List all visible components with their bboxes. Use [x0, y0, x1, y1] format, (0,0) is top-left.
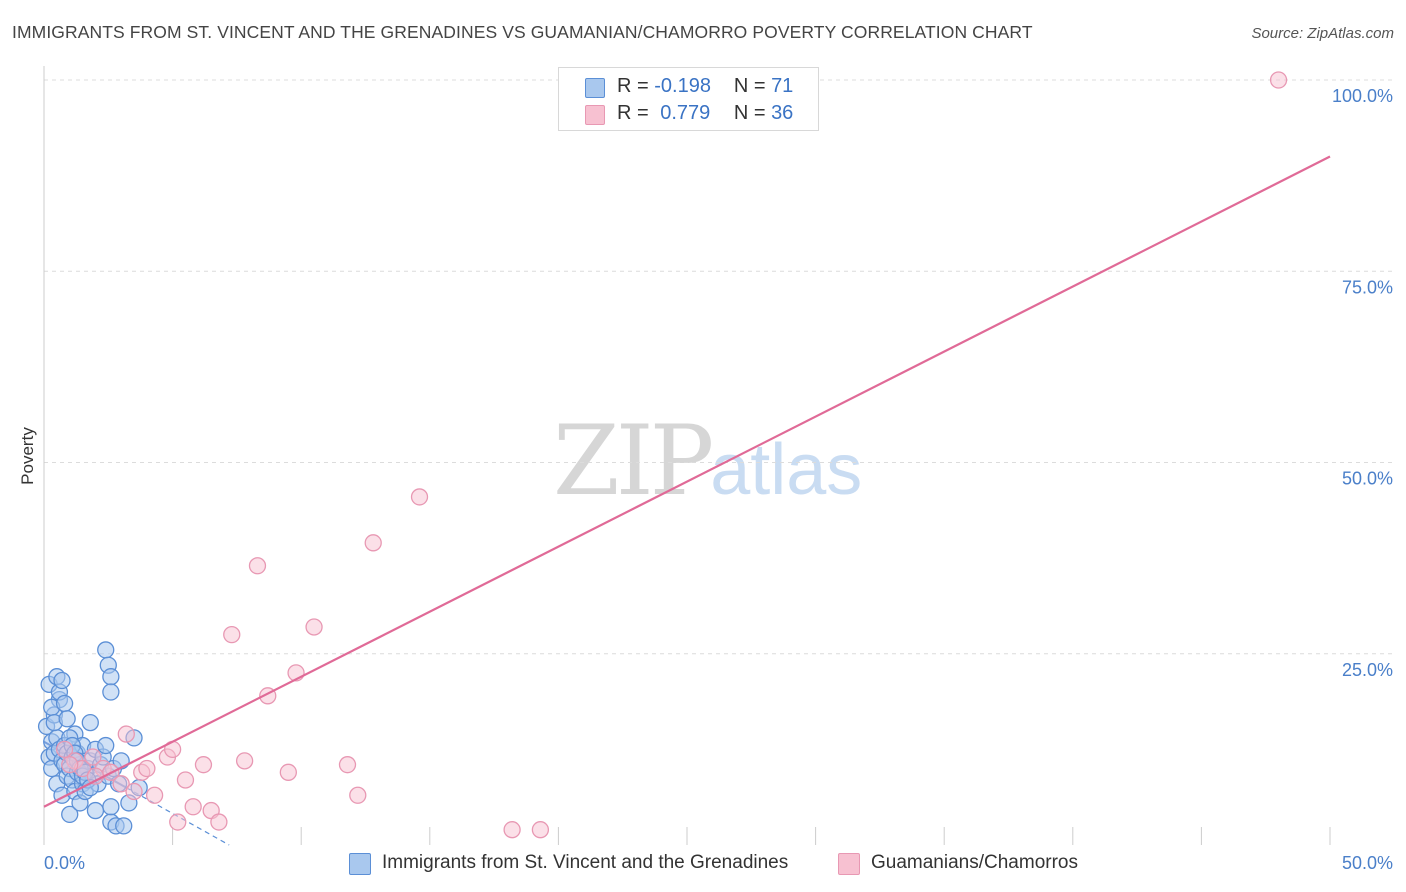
bottom-legend-swatch-pink	[838, 853, 860, 875]
legend-n-value-blue: 71	[771, 75, 794, 97]
data-point-pink	[305, 618, 323, 636]
legend-n-value-pink: 36	[771, 102, 794, 124]
data-point-pink	[349, 786, 367, 804]
legend-n-label: N =	[733, 102, 766, 124]
data-point-blue	[53, 671, 71, 690]
watermark-atlas: atlas	[710, 430, 863, 510]
data-point-pink	[194, 756, 213, 774]
gridlines	[44, 79, 1395, 655]
data-point-blue	[97, 641, 115, 659]
data-point-pink	[169, 813, 187, 831]
source-credit: Source: ZipAtlas.com	[1251, 25, 1394, 42]
legend-swatch-pink	[585, 105, 605, 125]
data-point-pink	[279, 763, 297, 781]
data-point-blue	[102, 798, 120, 816]
data-point-pink	[364, 534, 382, 552]
data-point-pink	[503, 821, 521, 839]
chart-title: IMMIGRANTS FROM ST. VINCENT AND THE GREN…	[12, 22, 1033, 42]
y-tick-label: 75.0%	[1342, 277, 1393, 297]
y-axis-label: Poverty	[18, 427, 37, 485]
data-point-blue	[102, 683, 120, 701]
data-point-pink	[84, 748, 102, 766]
data-point-pink	[410, 488, 429, 506]
data-point-pink	[210, 813, 228, 831]
data-point-pink	[138, 759, 156, 778]
legend-n-label: N =	[733, 75, 766, 97]
y-tick-label: 25.0%	[1342, 660, 1393, 680]
bottom-legend-label-pink: Guamanians/Chamorros	[871, 852, 1078, 873]
data-point-pink	[248, 557, 267, 575]
trend-lines-pink	[43, 155, 1331, 808]
y-tick-label: 50.0%	[1342, 469, 1393, 489]
axes	[43, 66, 1331, 845]
data-point-blue	[102, 668, 120, 686]
watermark: ZIPatlas	[553, 405, 862, 517]
legend-r-label: R =	[617, 75, 649, 97]
data-point-pink	[125, 782, 143, 801]
data-point-blue	[55, 694, 74, 713]
correlation-legend: R = -0.198 N = 71 R = 0.779 N = 36	[558, 67, 819, 131]
trend-line-pink	[43, 155, 1331, 808]
legend-r-label: R =	[617, 102, 649, 124]
tick-labels: 25.0% 50.0% 75.0% 100.0% 0.0% 50.0%	[44, 86, 1393, 873]
data-point-blue	[97, 736, 115, 755]
watermark-zip: ZIP	[553, 405, 714, 517]
data-point-pink	[184, 798, 202, 816]
bottom-legend-swatch-blue	[349, 853, 371, 875]
x-tick-label: 0.0%	[44, 853, 85, 873]
data-point-blue	[86, 801, 105, 820]
legend-swatch-blue	[585, 78, 605, 98]
data-point-pink	[1269, 71, 1288, 89]
data-point-pink	[61, 756, 79, 774]
data-point-blue	[81, 713, 99, 732]
data-point-pink	[176, 771, 195, 789]
data-point-blue	[115, 817, 133, 835]
y-tick-label: 100.0%	[1332, 86, 1393, 106]
data-point-pink	[531, 821, 550, 839]
data-point-pink	[145, 786, 164, 804]
legend-r-value-blue: -0.198	[654, 75, 711, 97]
data-point-pink	[117, 725, 135, 743]
data-point-pink	[338, 756, 357, 774]
data-point-pink	[55, 740, 74, 759]
data-point-pink	[223, 625, 241, 644]
legend-r-value-pink: 0.779	[660, 102, 711, 124]
data-point-blue	[58, 710, 76, 728]
data-point-blue	[61, 805, 79, 824]
data-point-pink	[235, 752, 254, 770]
x-tick-label: 50.0%	[1342, 853, 1393, 873]
bottom-legend-label-blue: Immigrants from St. Vincent and the Gren…	[382, 852, 789, 873]
data-point-pink	[112, 775, 130, 793]
points-guamanians	[55, 71, 1288, 839]
